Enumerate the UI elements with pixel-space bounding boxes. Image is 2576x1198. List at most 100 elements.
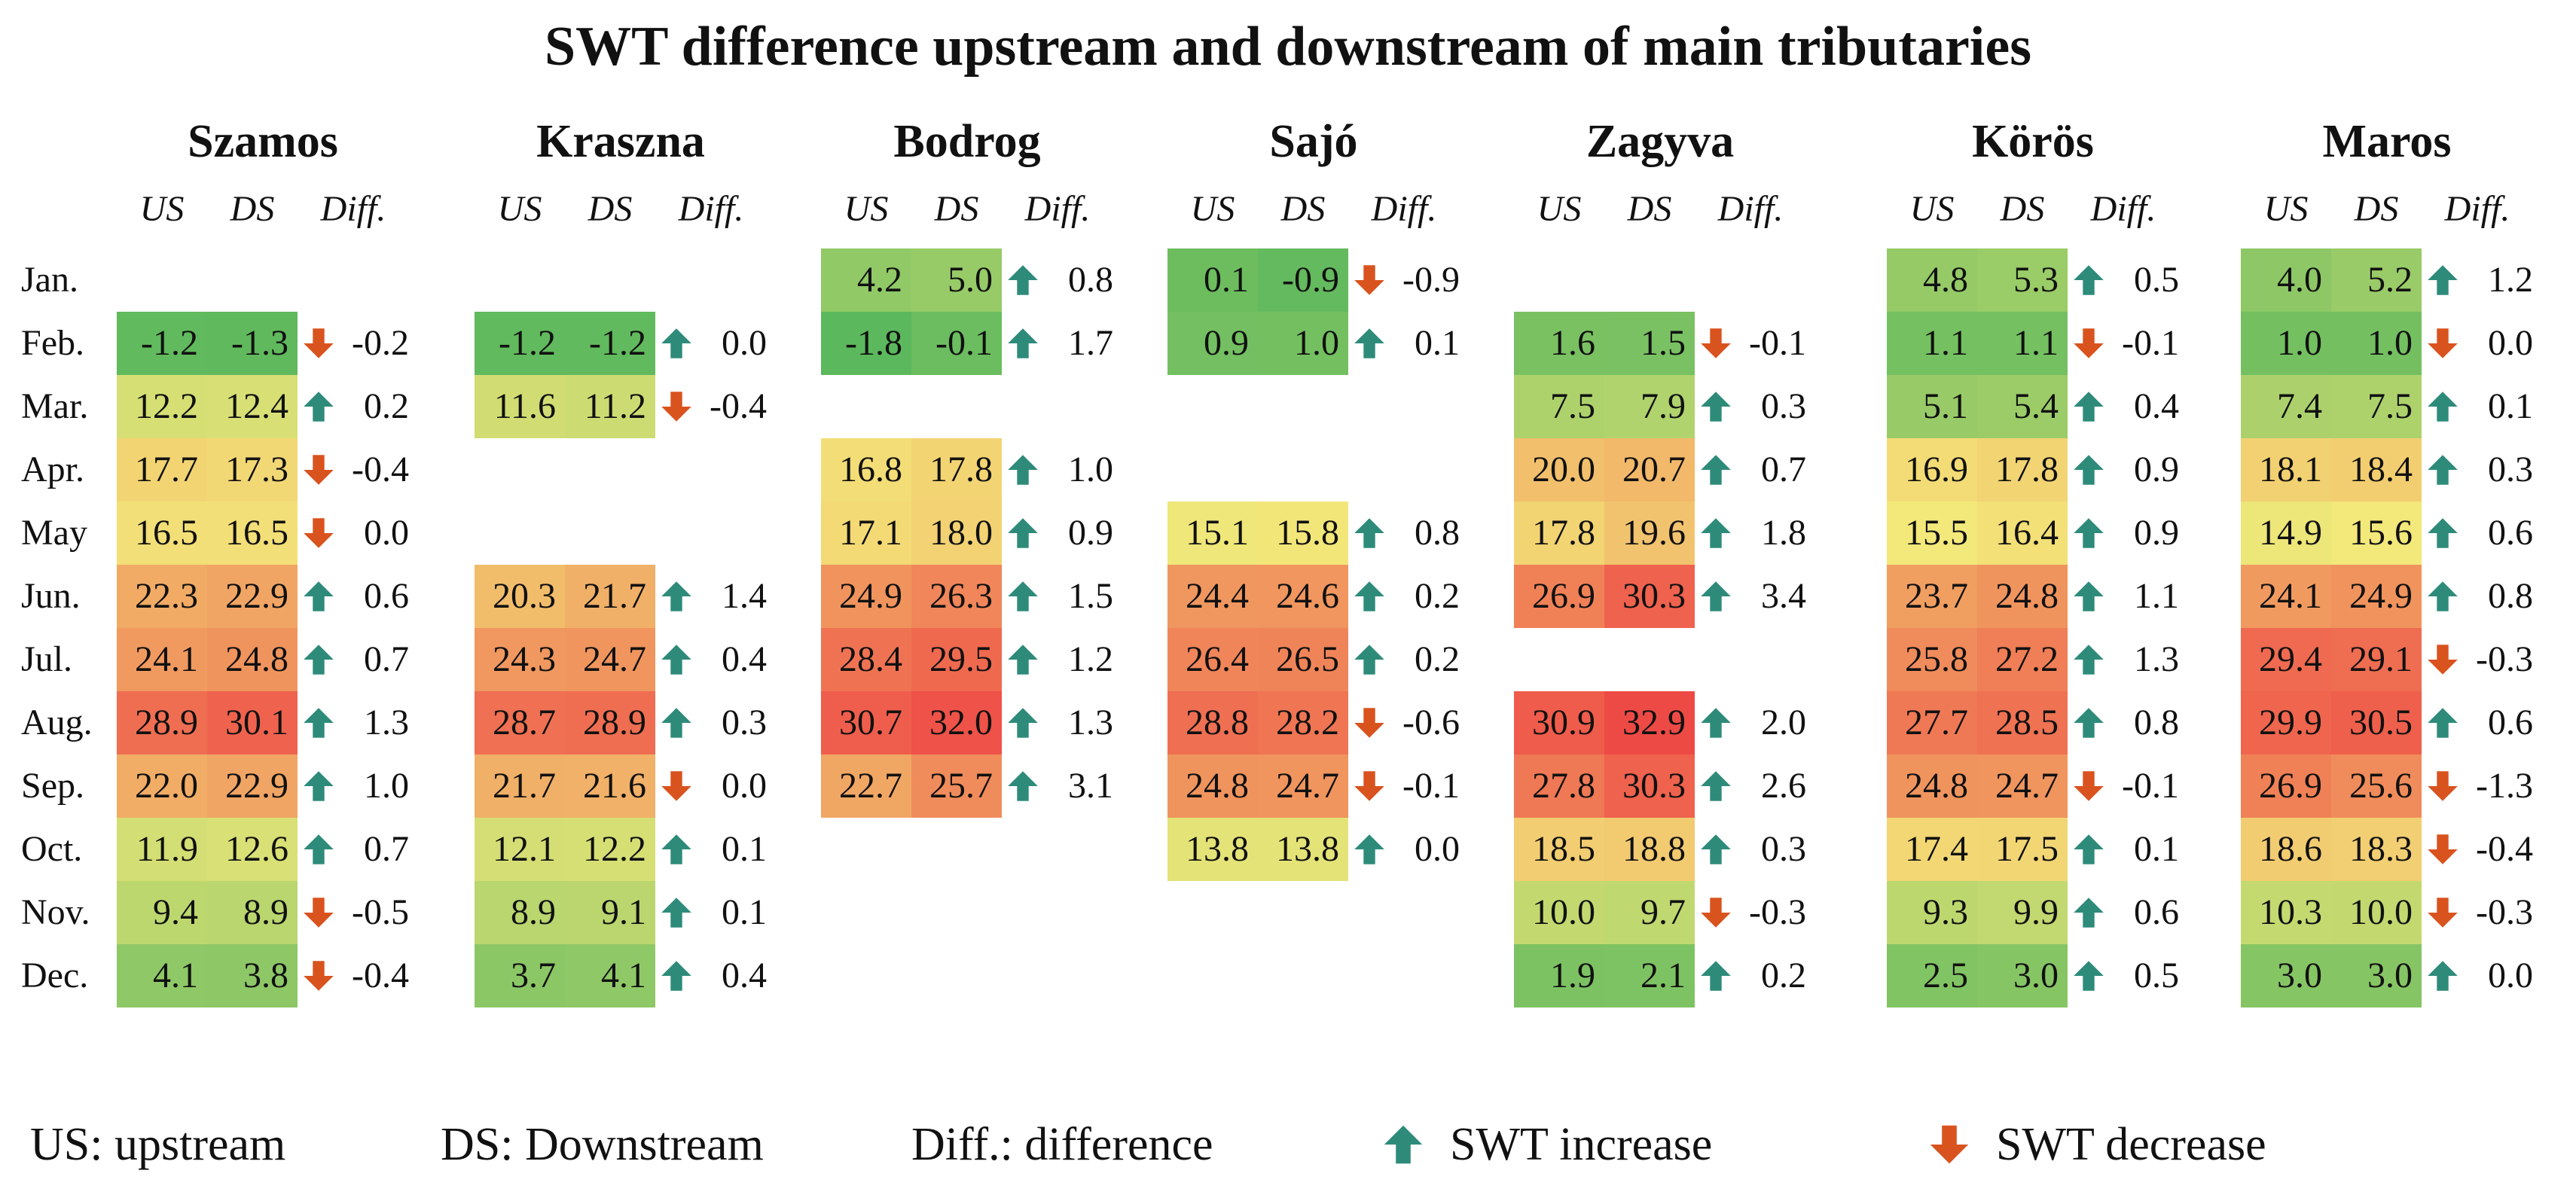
column-header-diff: Diff. (2090, 189, 2156, 229)
ds-value-cell: 24.7 (565, 628, 655, 691)
ds-value-cell: 1.5 (1604, 312, 1695, 375)
column-header-diff: Diff. (320, 189, 386, 229)
diff-value: 0.8 (2488, 576, 2533, 616)
us-value-cell: 9.3 (1887, 881, 1977, 944)
diff-value: 0.9 (2134, 513, 2179, 553)
increase-arrow-icon (655, 628, 697, 691)
legend-increase: SWT increase (1450, 1119, 1713, 1170)
river-name: Kraszna (536, 116, 705, 167)
decrease-arrow-icon (298, 438, 340, 501)
month-label: Sep. (21, 766, 84, 806)
column-header-diff: Diff. (1717, 189, 1784, 229)
diff-value: 0.1 (2134, 829, 2179, 869)
us-value-cell: 10.3 (2241, 881, 2331, 944)
increase-arrow-icon (655, 565, 697, 628)
diff-value: 0.4 (722, 639, 767, 679)
ds-value-cell: 16.5 (207, 501, 298, 565)
legend-decrease: SWT decrease (1996, 1119, 2266, 1170)
us-value-cell: 23.7 (1887, 565, 1977, 628)
ds-value-cell: 30.3 (1604, 754, 1695, 818)
ds-value-cell: 21.6 (565, 754, 655, 818)
ds-value-cell: 32.9 (1604, 691, 1695, 754)
us-value-cell: 16.9 (1887, 438, 1977, 501)
decrease-arrow-icon (298, 312, 340, 375)
decrease-arrow-icon (298, 944, 340, 1007)
us-value-cell: -1.2 (117, 312, 207, 375)
us-value-cell: 26.9 (2241, 754, 2331, 818)
increase-arrow-icon (2422, 944, 2464, 1007)
increase-arrow-icon (1348, 501, 1390, 565)
diff-value: 1.3 (2134, 639, 2179, 679)
ds-value-cell: 9.7 (1604, 881, 1695, 944)
diff-value: 0.7 (1761, 450, 1806, 489)
ds-value-cell: 4.1 (565, 944, 655, 1007)
increase-arrow-icon (1695, 691, 1737, 754)
ds-value-cell: 18.0 (911, 501, 1002, 565)
increase-arrow-icon (1695, 818, 1737, 881)
ds-value-cell: 7.9 (1604, 375, 1695, 438)
diff-value: 0.1 (722, 829, 767, 869)
ds-value-cell: 26.5 (1258, 628, 1348, 691)
decrease-arrow-icon (1930, 1125, 1969, 1164)
us-value-cell: 4.0 (2241, 248, 2331, 312)
increase-arrow-icon (2068, 248, 2110, 312)
ds-value-cell: 17.3 (207, 438, 298, 501)
us-value-cell: -1.2 (475, 312, 565, 375)
ds-value-cell: 10.0 (2331, 881, 2422, 944)
us-value-cell: 12.1 (475, 818, 565, 881)
increase-arrow-icon (2068, 375, 2110, 438)
us-value-cell: 17.7 (117, 438, 207, 501)
increase-arrow-icon (1002, 438, 1044, 501)
us-value-cell: 17.4 (1887, 818, 1977, 881)
diff-value: -0.3 (2476, 892, 2533, 932)
diff-value: 0.3 (1761, 829, 1806, 869)
ds-value-cell: 12.2 (565, 818, 655, 881)
increase-arrow-icon (655, 312, 697, 375)
diff-value: -0.6 (1402, 703, 1460, 742)
ds-value-cell: 20.7 (1604, 438, 1695, 501)
ds-value-cell: 21.7 (565, 565, 655, 628)
us-value-cell: 24.1 (117, 628, 207, 691)
diff-value: 0.2 (364, 386, 409, 426)
diff-value: 0.6 (2488, 513, 2533, 553)
diff-value: -0.9 (1402, 260, 1460, 300)
ds-value-cell: 25.7 (911, 754, 1002, 818)
us-value-cell: 1.9 (1514, 944, 1604, 1007)
us-value-cell: 27.8 (1514, 754, 1604, 818)
us-value-cell: 26.9 (1514, 565, 1604, 628)
increase-arrow-icon (2068, 818, 2110, 881)
us-value-cell: 14.9 (2241, 501, 2331, 565)
month-label: Jun. (21, 576, 81, 616)
month-label: Mar. (21, 386, 89, 426)
increase-arrow-icon (2068, 565, 2110, 628)
ds-value-cell: 25.6 (2331, 754, 2422, 818)
us-value-cell: 4.2 (821, 248, 911, 312)
ds-value-cell: 32.0 (911, 691, 1002, 754)
river-name: Bodrog (893, 116, 1041, 167)
ds-value-cell: -1.3 (207, 312, 298, 375)
diff-value: 1.4 (722, 576, 767, 616)
ds-value-cell: 12.6 (207, 818, 298, 881)
column-header-ds: DS (1627, 189, 1672, 229)
decrease-arrow-icon (298, 501, 340, 565)
us-value-cell: 1.0 (2241, 312, 2331, 375)
us-value-cell: 24.8 (1887, 754, 1977, 818)
us-value-cell: 0.1 (1167, 248, 1258, 312)
diff-value: 0.6 (2134, 892, 2179, 932)
diff-value: 0.7 (364, 639, 409, 679)
diff-value: -0.1 (1749, 323, 1806, 363)
increase-arrow-icon (1348, 628, 1390, 691)
ds-value-cell: 22.9 (207, 565, 298, 628)
diff-value: 0.7 (364, 829, 409, 869)
decrease-arrow-icon (298, 881, 340, 944)
increase-arrow-icon (1002, 501, 1044, 565)
decrease-arrow-icon (2422, 818, 2464, 881)
increase-arrow-icon (2068, 628, 2110, 691)
diff-value: 1.1 (2134, 576, 2179, 616)
month-label: Apr. (21, 450, 84, 489)
month-label: May (21, 513, 87, 553)
us-value-cell: 24.3 (475, 628, 565, 691)
diff-value: -0.1 (2122, 766, 2179, 806)
month-label: Feb. (21, 323, 84, 363)
us-value-cell: 3.7 (475, 944, 565, 1007)
